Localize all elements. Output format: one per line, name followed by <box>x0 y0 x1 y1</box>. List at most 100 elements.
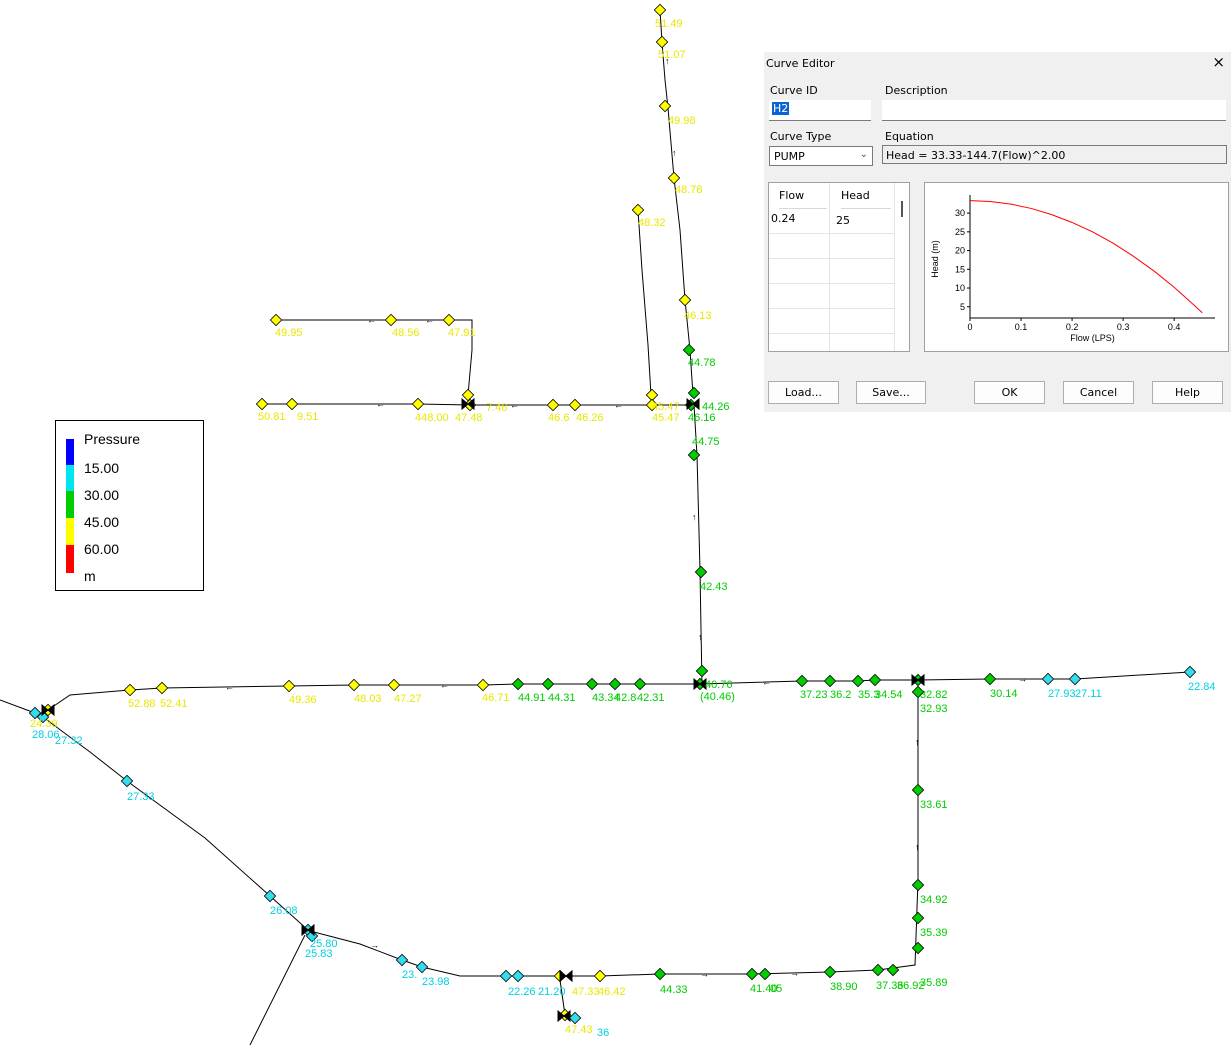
junction-node[interactable] <box>282 679 296 693</box>
svg-text:↑: ↑ <box>915 737 920 747</box>
valve-icon[interactable] <box>461 397 475 411</box>
junction-node[interactable] <box>442 313 456 327</box>
junction-node[interactable] <box>1183 665 1197 679</box>
junction-node[interactable] <box>28 706 42 720</box>
pressure-legend[interactable]: Pressure 15.00 30.00 45.00 60.00 m <box>55 420 204 591</box>
junction-node[interactable] <box>1041 672 1055 686</box>
junction-node[interactable] <box>1068 672 1082 686</box>
junction-node[interactable] <box>255 397 269 411</box>
junction-node[interactable] <box>585 677 599 691</box>
junction-node[interactable] <box>687 448 701 462</box>
valve-icon[interactable] <box>557 1009 571 1023</box>
junction-node[interactable] <box>911 941 925 955</box>
curve-id-input[interactable]: H2 <box>769 100 871 121</box>
junction-node[interactable] <box>795 674 809 688</box>
junction-node[interactable] <box>476 678 490 692</box>
save-button[interactable]: Save... <box>856 381 926 404</box>
description-label: Description <box>885 84 948 97</box>
junction-node[interactable] <box>645 388 659 402</box>
ok-button[interactable]: OK <box>974 381 1045 404</box>
junction-node[interactable] <box>384 313 398 327</box>
node-pressure-label: 47.33 <box>572 986 600 998</box>
junction-node[interactable] <box>655 35 669 49</box>
junction-node[interactable] <box>758 967 772 981</box>
junction-node[interactable] <box>608 677 622 691</box>
junction-node[interactable] <box>911 911 925 925</box>
vertical-scrollbar[interactable] <box>895 183 909 351</box>
equation-label: Equation <box>885 130 934 143</box>
svg-text:↑: ↑ <box>692 512 697 522</box>
junction-node[interactable] <box>499 969 513 983</box>
junction-node[interactable] <box>633 677 647 691</box>
junction-node[interactable] <box>911 685 925 699</box>
junction-node[interactable] <box>868 673 882 687</box>
valve-icon[interactable] <box>301 923 315 937</box>
node-pressure-label: 48.32 <box>638 217 666 229</box>
junction-node[interactable] <box>387 678 401 692</box>
valve-icon[interactable] <box>911 673 925 687</box>
junction-node[interactable] <box>694 565 708 579</box>
junction-node[interactable] <box>285 397 299 411</box>
junction-node[interactable] <box>695 664 709 678</box>
table-cell-flow[interactable]: 0.24 <box>771 212 796 225</box>
junction-node[interactable] <box>568 398 582 412</box>
junction-node[interactable] <box>123 683 137 697</box>
junction-node[interactable] <box>645 398 659 412</box>
junction-node[interactable] <box>682 343 696 357</box>
valve-icon[interactable] <box>693 677 707 691</box>
junction-node[interactable] <box>678 293 692 307</box>
node-pressure-label: 41.40 <box>750 983 778 995</box>
close-icon[interactable]: × <box>1212 53 1225 71</box>
junction-node[interactable] <box>411 397 425 411</box>
junction-node[interactable] <box>36 710 50 724</box>
junction-node[interactable] <box>593 969 607 983</box>
junction-node[interactable] <box>911 878 925 892</box>
junction-node[interactable] <box>851 674 865 688</box>
junction-node[interactable] <box>120 774 134 788</box>
valve-icon[interactable] <box>559 969 573 983</box>
junction-node[interactable] <box>653 3 667 17</box>
junction-node[interactable] <box>541 677 555 691</box>
junction-node[interactable] <box>461 388 475 402</box>
scrollbar-thumb[interactable] <box>901 201 903 217</box>
junction-node[interactable] <box>546 398 560 412</box>
curve-type-select[interactable]: PUMP ⌄ <box>769 146 873 166</box>
grid-divider <box>769 308 894 309</box>
junction-node[interactable] <box>687 386 701 400</box>
junction-node[interactable] <box>269 313 283 327</box>
description-input[interactable] <box>882 100 1226 121</box>
node-pressure-label: 32.82 <box>920 689 948 701</box>
junction-node[interactable] <box>631 203 645 217</box>
table-cell-head[interactable]: 25 <box>836 214 850 227</box>
valve-icon[interactable] <box>686 397 700 411</box>
junction-node[interactable] <box>511 969 525 983</box>
junction-node[interactable] <box>983 672 997 686</box>
load-button[interactable]: Load... <box>768 381 839 404</box>
junction-node[interactable] <box>911 783 925 797</box>
junction-node[interactable] <box>823 965 837 979</box>
junction-node[interactable] <box>347 678 361 692</box>
junction-node[interactable] <box>871 963 885 977</box>
junction-node[interactable] <box>658 99 672 113</box>
junction-node[interactable] <box>263 889 277 903</box>
junction-node[interactable] <box>155 681 169 695</box>
junction-node[interactable] <box>667 171 681 185</box>
junction-node[interactable] <box>568 1011 582 1025</box>
junction-node[interactable] <box>886 963 900 977</box>
node-pressure-label: 49.98 <box>668 115 696 127</box>
node-pressure-label: 448.00 <box>415 412 449 424</box>
valve-icon[interactable] <box>41 703 55 717</box>
junction-node[interactable] <box>745 967 759 981</box>
junction-node[interactable] <box>305 929 319 943</box>
network-nodes[interactable] <box>28 3 1197 1025</box>
cancel-button[interactable]: Cancel <box>1063 381 1134 404</box>
curve-data-grid[interactable]: Flow Head 0.24 25 <box>768 182 910 352</box>
junction-node[interactable] <box>395 953 409 967</box>
grid-divider <box>769 283 894 284</box>
junction-node[interactable] <box>415 960 429 974</box>
help-button[interactable]: Help <box>1152 381 1223 404</box>
junction-node[interactable] <box>511 677 525 691</box>
junction-node[interactable] <box>823 674 837 688</box>
junction-node[interactable] <box>653 967 667 981</box>
